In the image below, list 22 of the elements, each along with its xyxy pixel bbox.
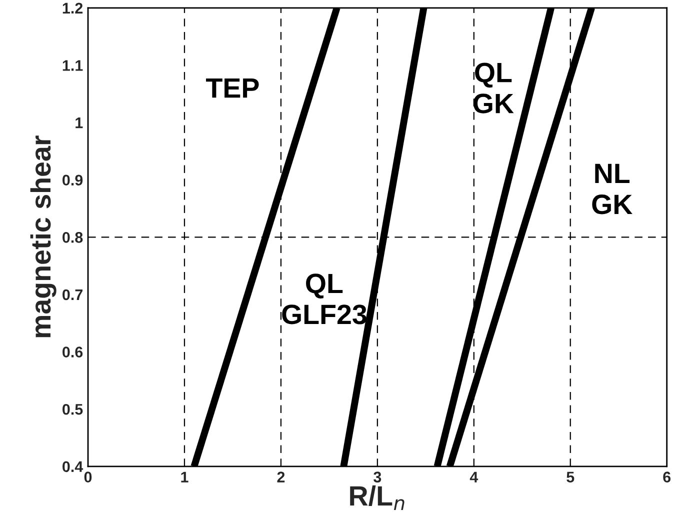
y-tick-label: 1 — [76, 118, 83, 128]
y-axis-title: magnetic shear — [30, 136, 56, 338]
x-tick-label: 1 — [181, 472, 188, 482]
x-tick-label: 6 — [663, 472, 671, 482]
x-tick-label: 4 — [470, 472, 478, 482]
y-tick-label: 0.4 — [62, 461, 84, 472]
y-tick-label: 0.7 — [62, 289, 82, 300]
annotation: QL GK — [474, 62, 514, 114]
annotation: NL GK — [592, 164, 632, 214]
y-tick-label: 0.9 — [62, 174, 83, 186]
y-tick-label: 0.6 — [62, 346, 83, 358]
x-tick-label: 3 — [374, 472, 382, 482]
x-tick-label: 2 — [277, 472, 285, 482]
y-tick-label: 0.5 — [62, 404, 83, 415]
annotation: QL GLF23 — [282, 274, 366, 324]
y-tick-label: 1.1 — [62, 60, 83, 71]
x-axis-title: R/L$_{n}$ — [350, 485, 404, 510]
annotation: TEP — [206, 78, 259, 98]
y-tick-label: 0.8 — [62, 232, 83, 243]
x-tick-label: 0 — [84, 472, 92, 482]
y-tick-label: 1.2 — [62, 2, 83, 14]
x-tick-label: 5 — [566, 472, 574, 482]
